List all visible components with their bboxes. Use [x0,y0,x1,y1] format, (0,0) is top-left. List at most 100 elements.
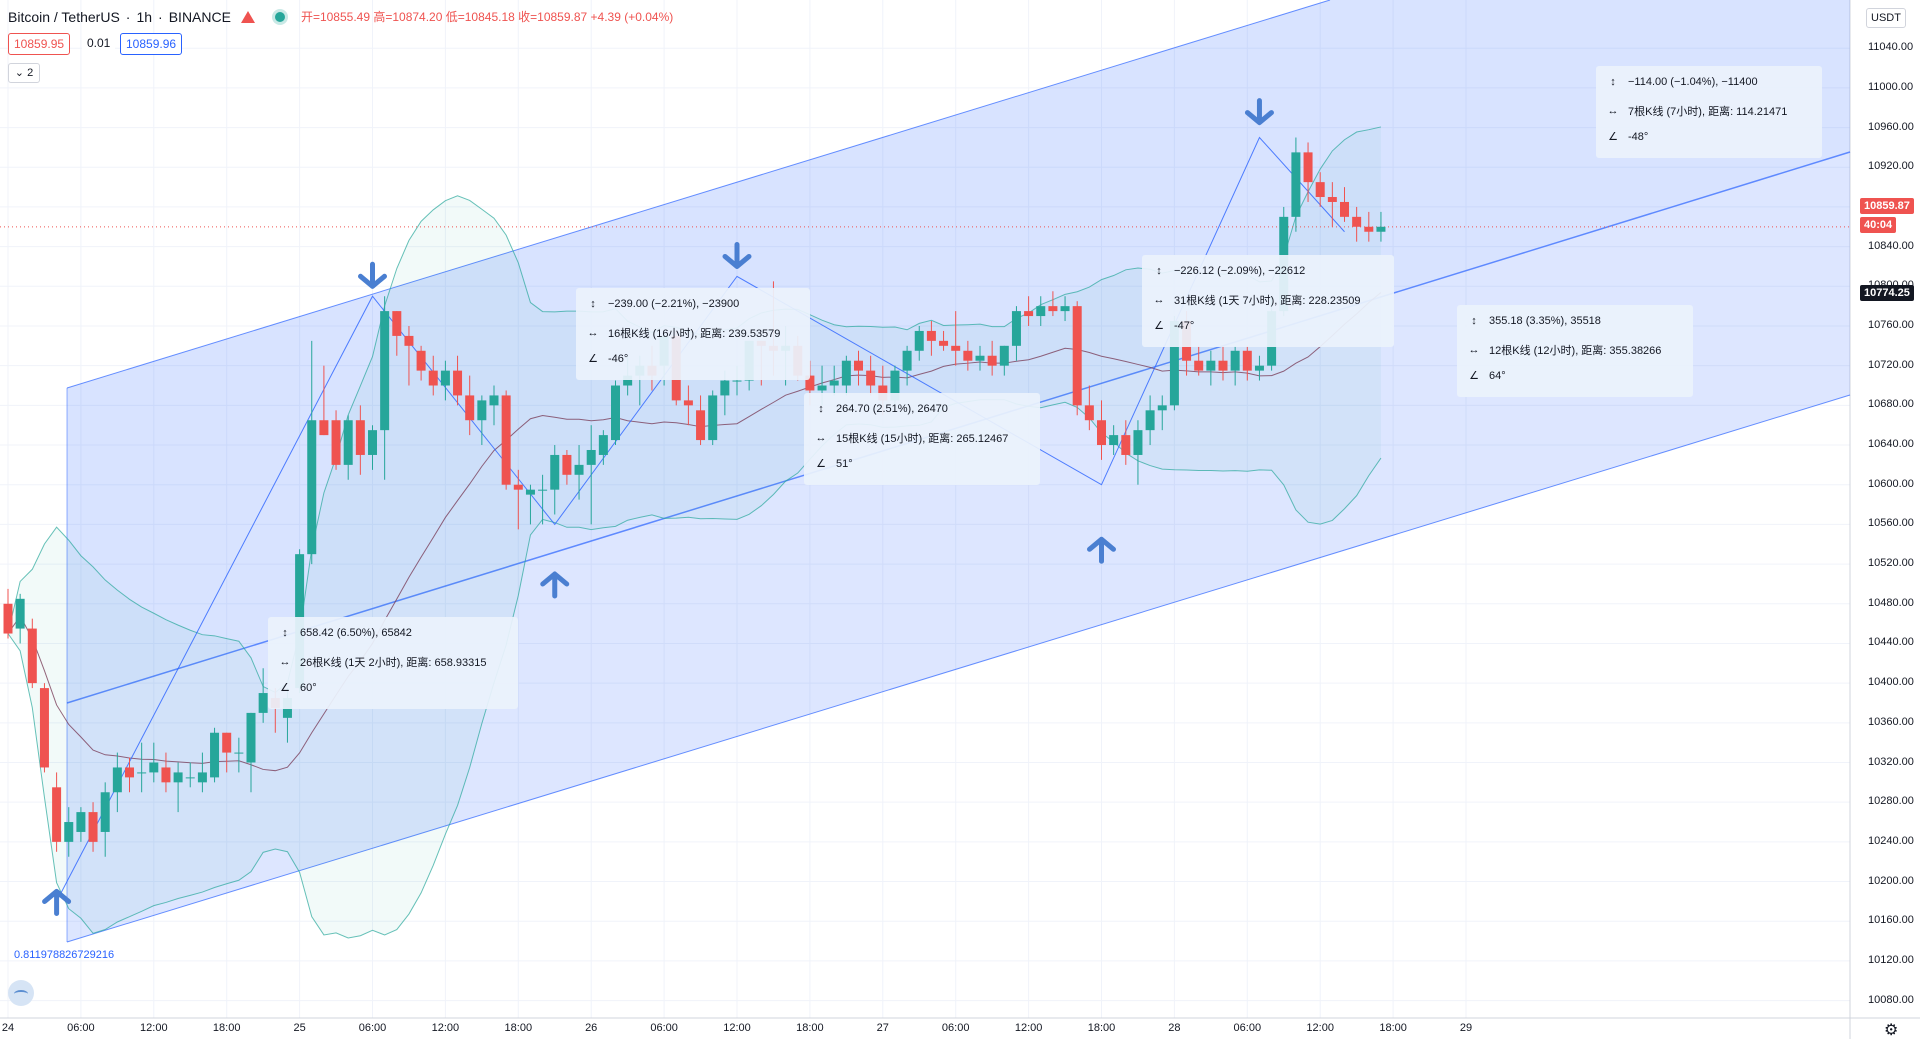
channel-lower-fill [67,152,1850,942]
candle-body [623,375,633,386]
price-tick-label: 10600.00 [1868,477,1914,490]
price-tick-label: 10720.00 [1868,358,1914,371]
candle-body [112,767,122,793]
candle-body [598,435,608,455]
binance-logo-icon [240,10,255,23]
candle-body [185,777,195,779]
candle-body [1121,435,1131,455]
candle-body [477,400,487,421]
candle-body [1254,365,1264,371]
time-tick-label: 06:00 [1233,1022,1262,1034]
time-tick-label: 12:00 [1014,1022,1043,1034]
measure-box[interactable]: ↕ 264.70 (2.51%), 26470 ↔ 15根K线 (15小时), 距离:… [804,393,1040,485]
time-tick-label: 29 [1459,1022,1473,1034]
measure-text: −114.00 (−1.04%), −11400 [1628,76,1758,88]
angle-icon: ∠ [1608,131,1618,143]
candle-body [1084,405,1094,421]
price-tick-label: 10120.00 [1868,953,1914,966]
exchange-label: BINANCE [168,8,231,25]
time-tick-label: 12:00 [1306,1022,1334,1034]
channel-upper-fill [67,0,1850,703]
price-range-icon: ↕ [818,403,824,415]
gear-icon[interactable]: ⚙ [1884,1022,1899,1039]
measure-text: 16根K线 (16小时), 距离: 239.53579 [608,328,781,340]
currency-button[interactable]: USDT [1866,8,1906,28]
price-range-icon: ↕ [1471,315,1477,327]
measure-row: ↔ 15根K线 (15小时), 距离: 265.12467 [814,430,1009,446]
measure-row: ↕ 355.18 (3.35%), 35518 [1467,315,1601,327]
candle-body [355,420,365,455]
measure-row: ↔ 16根K线 (16小时), 距离: 239.53579 [586,325,781,341]
symbol-name[interactable]: Bitcoin / TetherUS [8,8,120,25]
channel-lower-line [66,394,1851,943]
candle-body [1097,420,1106,446]
fib-level-label: 0.811978826729216 [14,949,115,961]
candle-body [222,732,232,753]
measure-box[interactable]: ↕ −239.00 (−2.21%), −23900 ↔ 16根K线 (16小时), … [576,288,810,380]
price-tick-label: 10240.00 [1868,834,1914,847]
interval-label[interactable]: 1h [136,8,153,25]
price-tick-label: 10640.00 [1868,438,1914,451]
time-tick-label: 27 [876,1022,889,1034]
arrow-up-icon [42,888,72,916]
channel-upper-line [66,0,1331,389]
candle-body [64,822,74,842]
candle-body [550,454,560,490]
candle-body [173,772,183,783]
price-tick-label: 10400.00 [1868,676,1914,689]
measure-text: 15根K线 (15小时), 距离: 265.12467 [836,433,1009,445]
measure-box[interactable]: ↕ 355.18 (3.35%), 35518 ↔ 12根K线 (12小时), 距离:… [1457,305,1693,397]
time-tick-label: 18:00 [212,1022,241,1034]
candle-body [368,430,377,455]
bollinger-fill [8,126,1381,938]
price-tick-label: 10560.00 [1868,517,1914,530]
market-status-icon [274,11,285,22]
candle-body [1230,350,1240,371]
candle-body [513,484,523,490]
measure-row: ∠ 51° [814,457,853,471]
candle-body [1024,311,1034,317]
measure-text: 658.42 (6.50%), 65842 [300,627,412,639]
candle-body [416,350,426,371]
candle-body [15,598,25,629]
candle-body [890,370,900,401]
candle-body [562,454,572,475]
measure-text: 355.18 (3.35%), 35518 [1489,315,1601,327]
price-tick-label: 11040.00 [1868,41,1914,54]
candle-body [404,335,414,346]
buy-price-button[interactable]: 10859.96 [120,33,183,55]
price-range-icon: ↕ [590,298,596,310]
measure-text: 64° [1489,369,1506,382]
candle-body [732,380,742,382]
candle-body [1060,306,1070,312]
candle-body [149,762,159,773]
candle-body [708,395,718,441]
measure-row: ↕ −239.00 (−2.21%), −23900 [586,298,739,310]
sell-price-button[interactable]: 10859.95 [8,33,71,55]
candle-body [453,370,463,396]
collapse-indicators-button[interactable]: ⌄ 2 [8,63,40,83]
candle-body [805,375,815,391]
measure-box[interactable]: ↕ −114.00 (−1.04%), −11400 ↔ 7根K线 (7小时), 距离… [1596,66,1822,158]
measure-box[interactable]: ↕ −226.12 (−2.09%), −22612 ↔ 31根K线 (1天 7小时)… [1142,255,1394,347]
angle-icon: ∠ [588,353,598,365]
time-tick-label: 26 [585,1022,598,1034]
candle-body [987,355,997,366]
candle-body [902,350,912,371]
measure-box[interactable]: ↕ 658.42 (6.50%), 65842 ↔ 26根K线 (1天 2小时), 距… [268,617,518,709]
measure-text: 60° [300,681,317,694]
price-tick-label: 10920.00 [1868,160,1914,173]
candle-body [161,767,171,783]
tradingview-logo-icon[interactable] [8,980,34,1006]
price-range-icon: ↕ [282,627,288,639]
candle-body [319,420,329,436]
price-tick-label: 10440.00 [1868,636,1914,649]
price-range-icon: ↕ [1156,265,1162,277]
candle-body [501,395,511,485]
candle-body [1109,435,1119,446]
price-tick-label: 10840.00 [1868,239,1914,252]
measure-text: 7根K线 (7小时), 距离: 114.21471 [1628,106,1788,118]
candle-body [39,688,49,768]
candle-body [489,395,499,406]
